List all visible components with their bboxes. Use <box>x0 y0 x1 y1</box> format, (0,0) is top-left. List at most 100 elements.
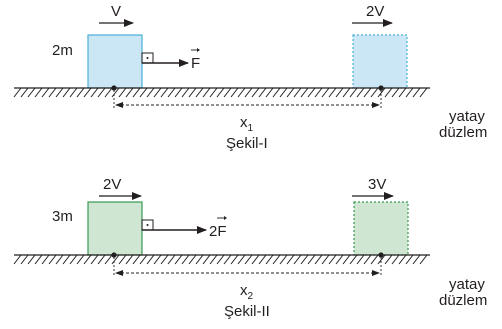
initial-velocity-2: 2V <box>99 176 142 200</box>
hatch-mark <box>384 254 393 265</box>
hatch-mark <box>174 87 183 98</box>
hatch-mark <box>20 87 29 98</box>
hatch-mark <box>146 254 155 265</box>
hatch-mark <box>405 87 414 98</box>
hatch-mark <box>370 87 379 98</box>
start-point-1 <box>111 85 117 91</box>
initial-velocity-1-label: V <box>111 3 121 20</box>
initial-velocity-1: V <box>99 3 134 27</box>
start-point-2 <box>111 252 117 258</box>
hatch-mark <box>118 87 127 98</box>
hatch-mark <box>244 87 253 98</box>
hatch-mark <box>321 254 330 265</box>
force-vector-overarrow-2 <box>217 216 227 220</box>
hatch-mark <box>258 87 267 98</box>
figure-2: 2V 3m 2F 3V <box>13 176 487 320</box>
hatch-mark <box>391 254 400 265</box>
hatch-mark <box>76 254 85 265</box>
hatch-mark <box>363 254 372 265</box>
ghost-block-1 <box>352 34 408 89</box>
hatch-mark <box>398 87 407 98</box>
hatch-mark <box>69 87 78 98</box>
hatch-mark <box>377 254 386 265</box>
hatch-mark <box>13 87 22 98</box>
hatch-mark <box>41 87 50 98</box>
hatch-mark <box>279 87 288 98</box>
hatch-mark <box>286 87 295 98</box>
hatch-mark <box>181 87 190 98</box>
hatch-mark <box>223 87 232 98</box>
hatch-mark <box>27 87 36 98</box>
plane-label-1-line1: yatay <box>449 108 485 125</box>
ground-hatching <box>13 87 428 98</box>
hatch-mark <box>272 87 281 98</box>
hatch-mark <box>62 254 71 265</box>
hatch-mark <box>398 254 407 265</box>
initial-velocity-2-label: 2V <box>103 176 121 193</box>
mass-label-1: 2m <box>52 42 73 59</box>
hatch-mark <box>195 254 204 265</box>
hatch-mark <box>251 87 260 98</box>
hatch-mark <box>293 87 302 98</box>
hatch-mark <box>356 254 365 265</box>
mass-label-2: 3m <box>52 208 73 225</box>
hatch-mark <box>48 87 57 98</box>
hatch-mark <box>328 87 337 98</box>
ghost-block-2 <box>353 201 409 256</box>
hatch-mark <box>90 87 99 98</box>
hatch-mark <box>244 254 253 265</box>
hatch-mark <box>34 87 43 98</box>
hatch-mark <box>300 254 309 265</box>
hatch-mark <box>90 254 99 265</box>
hatch-mark <box>419 87 428 98</box>
hatch-mark <box>13 254 22 265</box>
hatch-mark <box>48 254 57 265</box>
block-1 <box>87 34 143 89</box>
hatch-mark <box>132 87 141 98</box>
hatch-mark <box>328 254 337 265</box>
ground-hatching <box>13 254 428 265</box>
right-angle-dot-2 <box>146 224 149 226</box>
hatch-mark <box>146 87 155 98</box>
hatch-mark <box>237 87 246 98</box>
hatch-mark <box>293 254 302 265</box>
hatch-mark <box>307 254 316 265</box>
hatch-mark <box>41 254 50 265</box>
right-angle-dot-1 <box>146 57 149 59</box>
block-2 <box>87 201 143 256</box>
hatch-mark <box>62 87 71 98</box>
hatch-mark <box>97 254 106 265</box>
hatch-mark <box>405 254 414 265</box>
hatch-mark <box>300 87 309 98</box>
hatch-mark <box>97 87 106 98</box>
hatch-mark <box>104 254 113 265</box>
plane-label-2-line2: düzlem <box>439 292 487 309</box>
hatch-mark <box>153 254 162 265</box>
hatch-mark <box>265 87 274 98</box>
ground-2 <box>13 254 430 265</box>
hatch-mark <box>370 254 379 265</box>
hatch-mark <box>111 87 120 98</box>
hatch-mark <box>160 87 169 98</box>
hatch-mark <box>314 87 323 98</box>
distance-label-2: x2 <box>240 282 254 302</box>
hatch-mark <box>181 254 190 265</box>
force-label-2: 2F <box>209 223 227 240</box>
hatch-mark <box>412 254 421 265</box>
hatch-mark <box>83 254 92 265</box>
hatch-mark <box>167 87 176 98</box>
hatch-mark <box>174 254 183 265</box>
hatch-mark <box>125 254 134 265</box>
hatch-mark <box>27 254 36 265</box>
hatch-mark <box>279 254 288 265</box>
hatch-mark <box>356 87 365 98</box>
hatch-mark <box>153 87 162 98</box>
hatch-mark <box>132 254 141 265</box>
final-velocity-2-label: 3V <box>368 176 386 193</box>
hatch-mark <box>335 254 344 265</box>
hatch-mark <box>363 87 372 98</box>
hatch-mark <box>76 87 85 98</box>
force-label-1: F <box>191 55 200 72</box>
hatch-mark <box>202 254 211 265</box>
hatch-mark <box>384 87 393 98</box>
